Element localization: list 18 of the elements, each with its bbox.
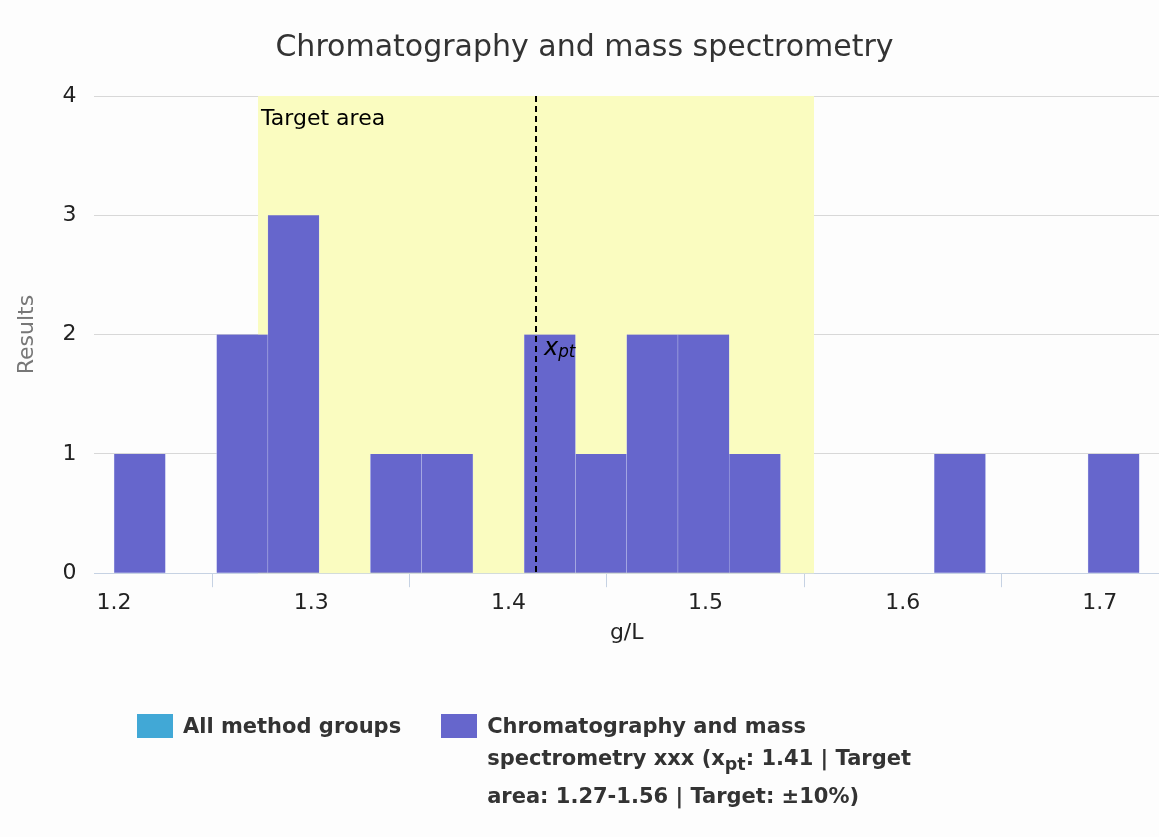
- y-tick-label: 0: [62, 558, 77, 584]
- chart-title: Chromatography and mass spectrometry: [275, 27, 894, 63]
- y-tick-label: 2: [62, 320, 77, 346]
- y-axis-title: Results: [12, 294, 38, 375]
- x-tick-label: 1.2: [96, 589, 132, 615]
- x-tick-label: 1.6: [885, 589, 921, 615]
- legend-label: Chromatography and mass spectrometry xxx (x$_{pt}$: 1.41 | Target area: 1.27-1.56 | Target: ±10%): [487, 713, 912, 811]
- y-tick-label: 3: [62, 201, 77, 227]
- x-tick-label: 1.5: [688, 589, 724, 615]
- x-axis-title: g/L: [609, 618, 645, 644]
- legend-label: All method groups: [183, 713, 402, 740]
- y-tick-label: 1: [62, 439, 77, 465]
- x-tick-label: 1.3: [293, 589, 329, 615]
- y-tick-label: 4: [62, 81, 77, 107]
- x-tick-label: 1.4: [490, 589, 526, 615]
- band-label: Target area: [260, 104, 386, 130]
- ref-line-label: xpt: [543, 332, 577, 361]
- x-tick-label: 1.7: [1082, 589, 1118, 615]
